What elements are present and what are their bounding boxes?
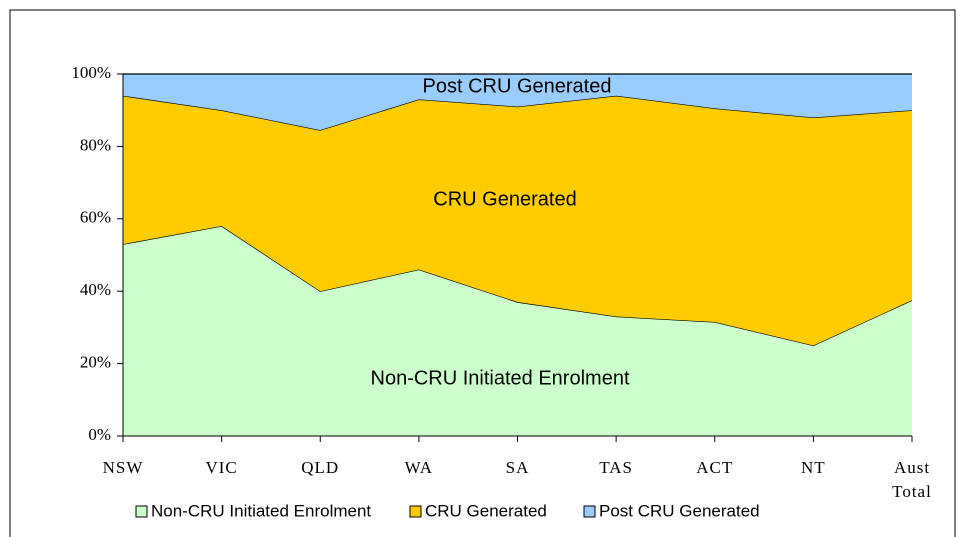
annotation: CRU Generated <box>433 188 576 210</box>
annotation: Non-CRU Initiated Enrolment <box>371 367 630 389</box>
x-tick-label: VIC <box>205 458 238 477</box>
y-tick-label: 100% <box>71 63 111 82</box>
x-tick-label: QLD <box>301 458 340 477</box>
x-tick-label: ACT <box>696 458 734 477</box>
annotation: Post CRU Generated <box>423 75 612 97</box>
y-tick-label: 80% <box>80 135 111 154</box>
x-tick-label: NSW <box>102 458 144 477</box>
y-tick-label: 20% <box>80 353 111 372</box>
chart-frame <box>9 9 956 537</box>
y-tick-label: 40% <box>80 280 111 299</box>
x-tick-label: Aust Total <box>892 458 932 501</box>
legend-label: CRU Generated <box>425 501 547 520</box>
legend-swatch <box>135 505 148 518</box>
legend-swatch <box>409 505 422 518</box>
legend-swatch <box>583 505 596 518</box>
x-tick-label: SA <box>505 458 530 477</box>
area <box>123 74 912 131</box>
x-tick-label: WA <box>404 458 434 477</box>
area <box>123 226 912 436</box>
legend-label: Non-CRU Initiated Enrolment <box>151 501 371 520</box>
x-tick-label: TAS <box>599 458 633 477</box>
area <box>123 95 912 346</box>
y-tick-label: 0% <box>88 425 111 444</box>
y-tick-label: 60% <box>80 208 111 227</box>
legend-label: Post CRU Generated <box>599 501 760 520</box>
x-tick-label: NT <box>801 458 826 477</box>
